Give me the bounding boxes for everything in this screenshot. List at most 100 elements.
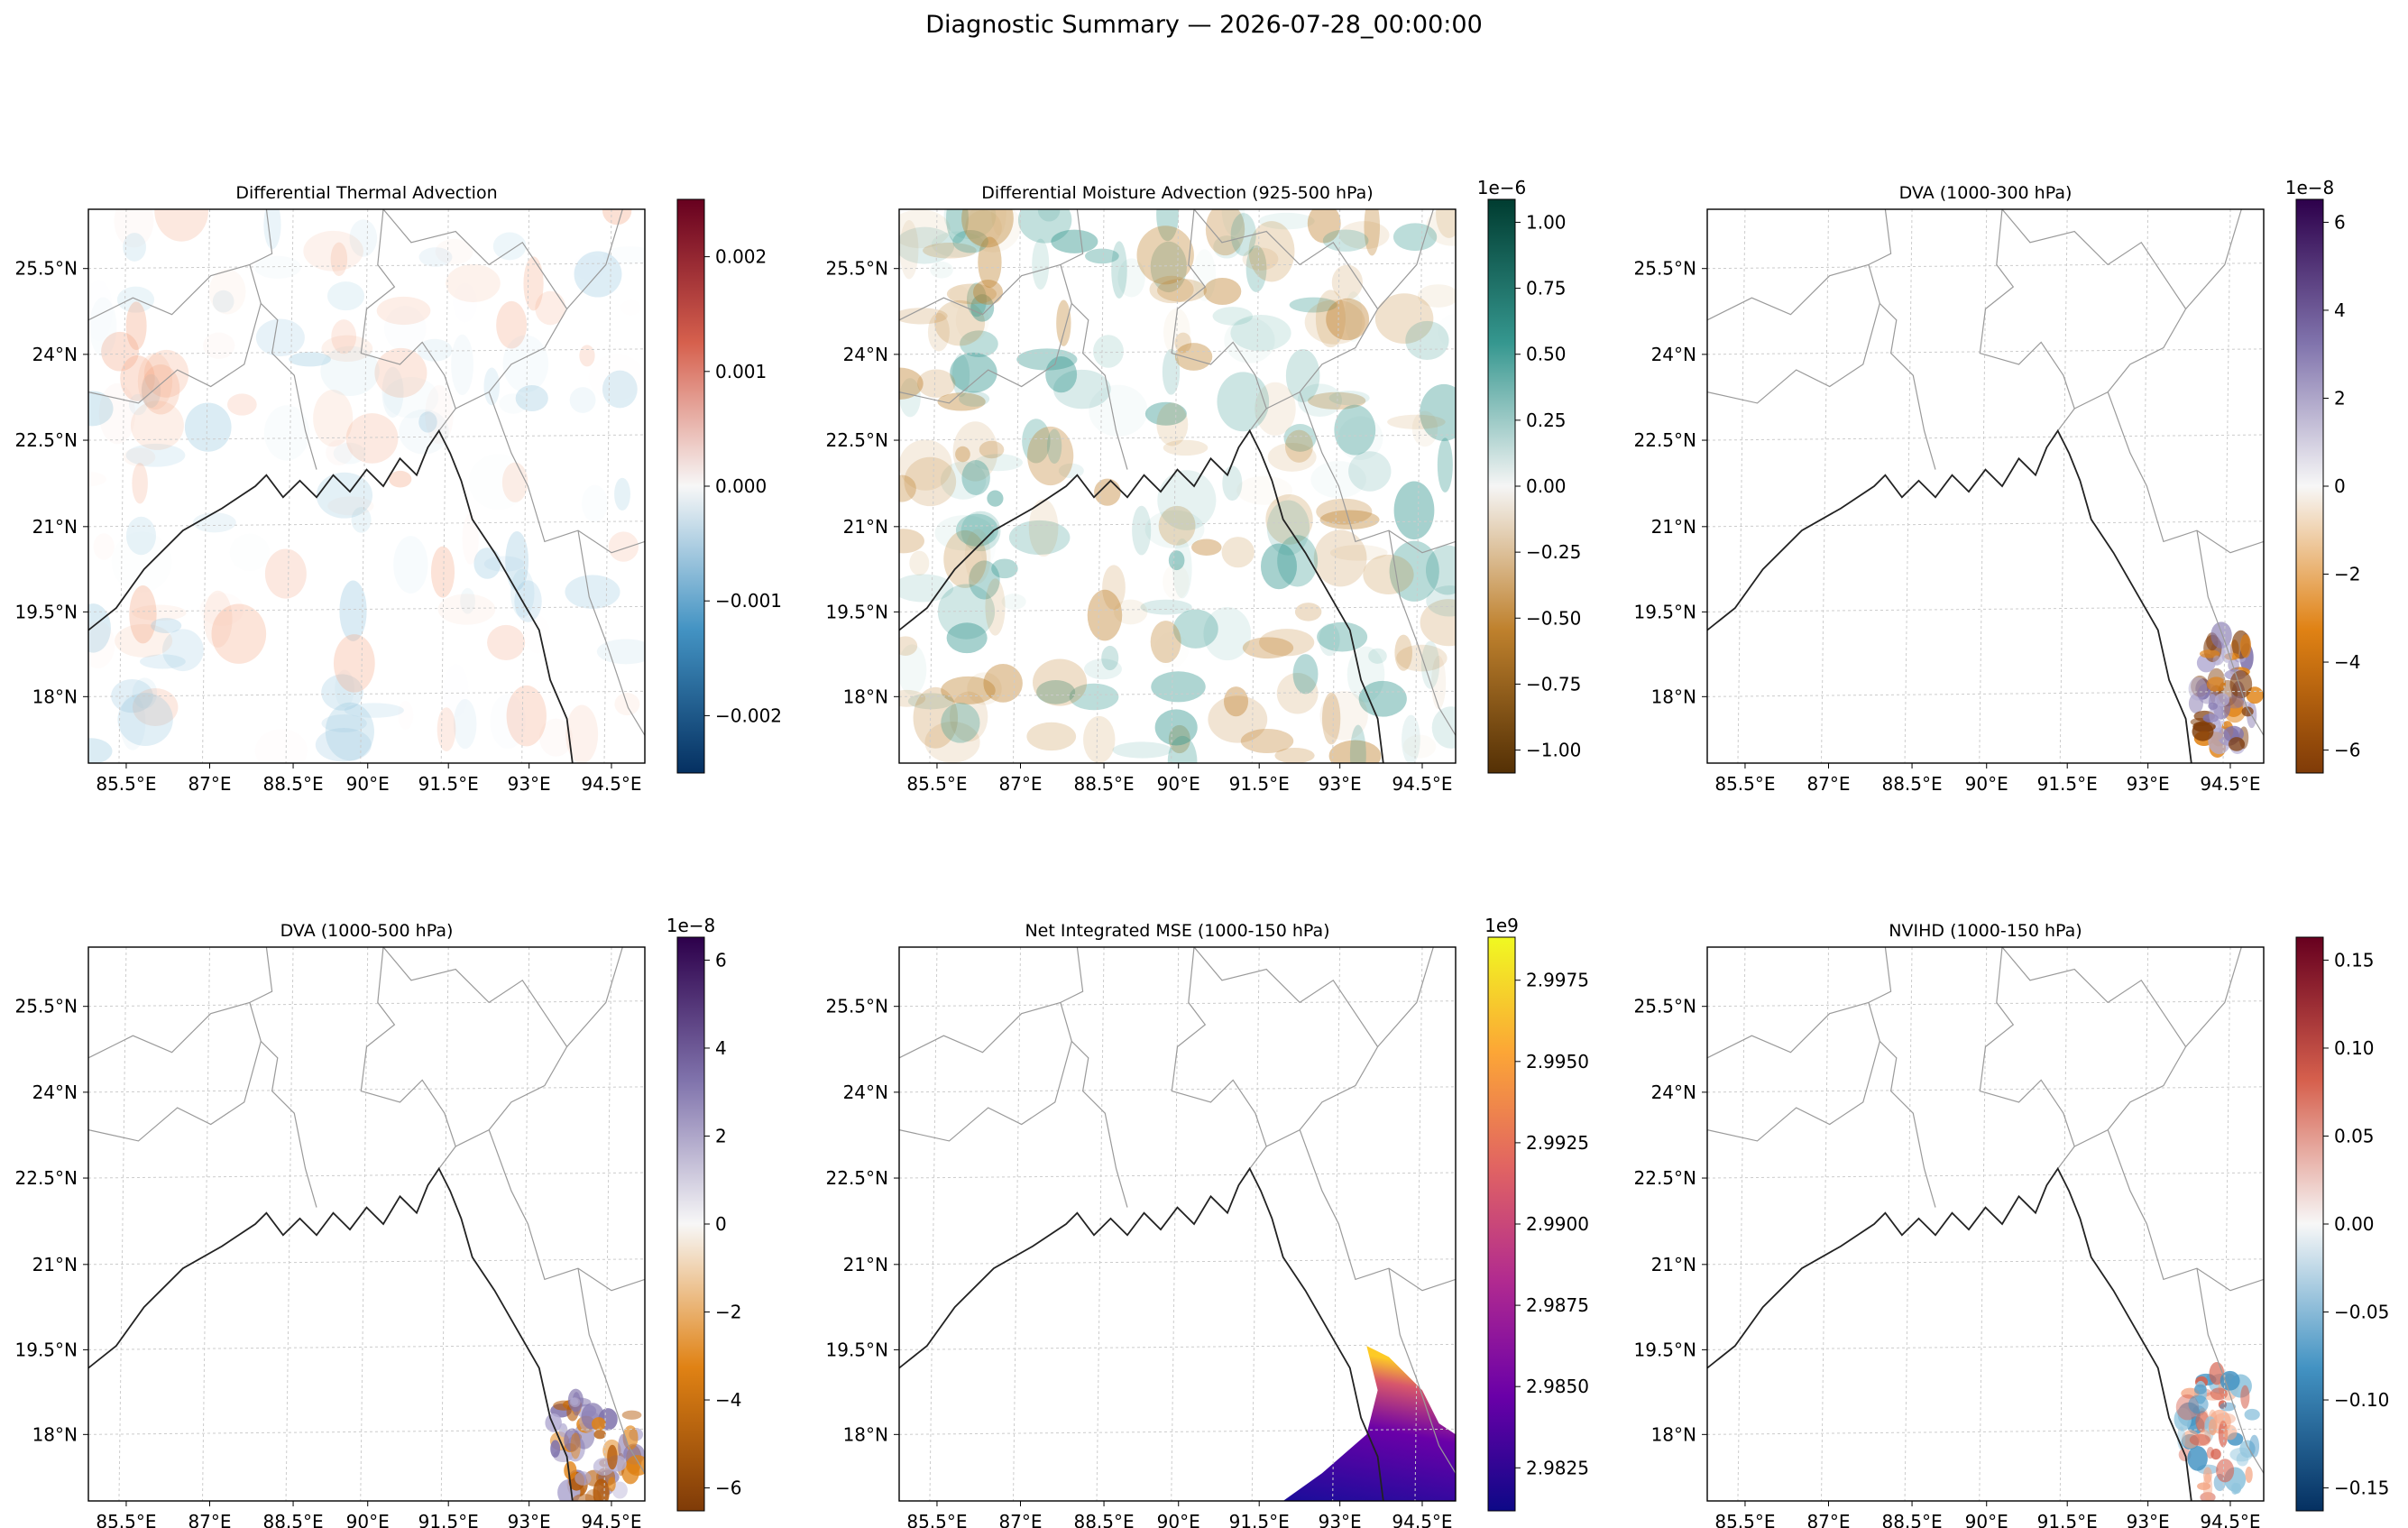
field-blob — [1334, 404, 1376, 456]
field-blob — [538, 718, 573, 757]
lat-tick-label: 18°N — [32, 686, 78, 707]
field-blob — [1036, 679, 1076, 704]
field-blob — [1267, 442, 1317, 472]
field-blob — [487, 624, 526, 660]
admin-border — [577, 530, 645, 736]
field-blob — [208, 269, 246, 315]
lon-gridline — [603, 209, 612, 763]
field-blob — [570, 1432, 581, 1459]
field-blob — [1417, 284, 1456, 308]
colorbar-offset-text: 1e−8 — [2285, 177, 2335, 198]
colorbar-tick-label: 2.9925 — [1526, 1132, 1589, 1154]
field-blob — [550, 1440, 561, 1458]
lat-gridline — [88, 1086, 645, 1093]
field-blob — [437, 594, 496, 625]
field-blob — [574, 1471, 592, 1486]
field-blob — [2189, 1433, 2210, 1446]
field-blob — [383, 376, 439, 419]
field-blob — [1102, 565, 1126, 611]
lat-gridline — [1707, 1258, 2264, 1266]
field-blob — [2216, 1459, 2235, 1483]
field-blob — [2193, 1384, 2207, 1395]
field-blob — [899, 689, 926, 707]
admin-border — [1868, 209, 1936, 470]
field-blob — [565, 704, 599, 763]
field-blob — [2202, 1472, 2213, 1501]
field-blob — [88, 391, 114, 427]
admin-border — [577, 1268, 645, 1474]
coastline — [88, 1166, 574, 1501]
field-blob — [1426, 209, 1456, 246]
lon-gridline — [1979, 209, 1988, 763]
field-blob — [184, 402, 232, 452]
field-blob — [579, 345, 595, 367]
field-blob — [101, 331, 139, 372]
field-blob — [1420, 640, 1440, 689]
field-blob — [1087, 589, 1123, 641]
field-blob — [2228, 737, 2246, 751]
field-blob — [1284, 429, 1313, 463]
lat-gridline — [1707, 690, 2264, 697]
field-blob — [418, 411, 437, 433]
lon-gridline — [1332, 947, 1341, 1501]
map-panel: DVA (1000-500 hPa) 25.5°N 24°N 22.5°N 21°N 19… — [15, 915, 742, 1528]
admin-border — [1979, 947, 2075, 1169]
field-blob — [1163, 439, 1209, 456]
lon-gridline — [440, 947, 449, 1501]
field-blob — [946, 622, 988, 654]
colorbar-tick-label: 4 — [715, 1037, 727, 1059]
field-blob — [614, 477, 630, 511]
panel-title: Differential Moisture Advection (925-500… — [981, 183, 1373, 203]
lon-tick-label: 93°E — [2127, 773, 2170, 795]
field-blob — [1069, 683, 1119, 711]
lon-tick-label: 88.5°E — [1073, 773, 1134, 795]
field-blob — [899, 226, 955, 264]
field-blob — [125, 443, 186, 467]
field-blob — [1224, 318, 1275, 364]
field-blob — [327, 496, 374, 516]
lat-tick-label: 19.5°N — [826, 1339, 889, 1360]
field-blob — [1420, 383, 1456, 442]
colorbar-tick-label: 0.00 — [1526, 475, 1567, 497]
map-frame — [898, 208, 1457, 764]
colorbar-tick-label: 0.05 — [2334, 1125, 2375, 1146]
lon-gridline — [1979, 947, 1988, 1501]
colorbar-tick-label: 0.10 — [2334, 1037, 2375, 1059]
field-blob — [137, 353, 173, 410]
coastline — [88, 428, 574, 763]
field-blob — [930, 261, 953, 279]
field-blob — [581, 484, 608, 522]
field-blob — [321, 713, 367, 732]
lat-tick-label: 24°N — [1651, 344, 1696, 365]
admin-border — [2196, 1268, 2264, 1474]
field-blob — [1113, 599, 1148, 625]
field-blob — [1136, 226, 1194, 285]
admin-border — [2001, 947, 2187, 1047]
panel-title: Differential Thermal Advection — [235, 183, 497, 203]
admin-border — [1388, 1268, 1456, 1474]
colorbar-tick-label: 2.9850 — [1526, 1376, 1589, 1397]
field-blob — [1221, 209, 1245, 236]
field-blob — [946, 209, 969, 244]
lon-tick-label: 85.5°E — [96, 773, 156, 795]
colorbar-tick-label: 0.002 — [715, 246, 767, 268]
lat-gridline — [88, 520, 645, 528]
lon-gridline — [360, 209, 369, 763]
field-blob — [1093, 335, 1124, 368]
lat-tick-label: 25.5°N — [15, 258, 78, 280]
field-blob — [125, 301, 147, 351]
map-panel: Differential Thermal Advection 25.5°N 24°N… — [15, 183, 783, 795]
field-blob — [2224, 695, 2245, 709]
field-blob — [621, 1410, 642, 1420]
lon-gridline — [1332, 209, 1341, 763]
field-blob — [1387, 414, 1446, 429]
field-blob — [1205, 209, 1245, 256]
field-blob — [200, 593, 244, 626]
field-blob — [255, 318, 305, 357]
lon-gridline — [1904, 947, 1913, 1501]
field-blob — [1167, 735, 1198, 763]
lon-gridline — [521, 947, 530, 1501]
field-blob — [2203, 1467, 2212, 1484]
field-blob — [115, 623, 173, 658]
admin-border — [488, 1129, 645, 1292]
